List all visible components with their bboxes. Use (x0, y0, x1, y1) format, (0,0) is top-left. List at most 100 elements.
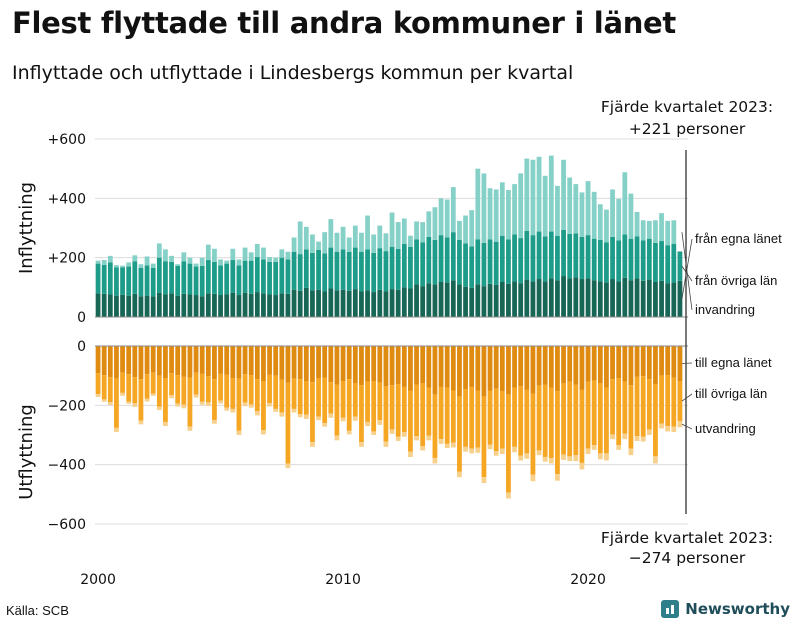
bar-segment-other-counties (279, 257, 285, 294)
bar-segment-immigration (254, 244, 260, 258)
bar-segment-own-county (536, 279, 542, 317)
bar-segment-to-other-counties (383, 386, 389, 442)
bar-segment-other-counties (230, 260, 236, 293)
bar-segment-emigration (659, 423, 664, 429)
bar-segment-to-other-counties (126, 374, 132, 402)
bar-segment-other-counties (101, 264, 107, 294)
series-label: utvandring (695, 421, 756, 436)
bar-segment-emigration (646, 429, 652, 435)
bar-segment-to-own-county (457, 346, 462, 397)
bar-segment-emigration (303, 414, 309, 419)
bar-segment-immigration (224, 260, 230, 264)
bar-segment-to-own-county (273, 346, 279, 376)
bar-segment-immigration (438, 198, 444, 236)
bar-segment-own-county (671, 282, 677, 317)
bar-segment-emigration (414, 436, 419, 441)
bar-segment-to-own-county (150, 346, 156, 373)
bar-segment-to-other-counties (101, 375, 107, 400)
outflow-bars (95, 346, 683, 499)
bar-segment-to-other-counties (512, 387, 517, 447)
bar-segment-to-other-counties (132, 377, 138, 404)
bar-segment-to-other-counties (493, 388, 499, 452)
bar-segment-to-own-county (530, 346, 536, 394)
bar-segment-emigration (267, 402, 272, 407)
bar-segment-immigration (365, 215, 370, 250)
bar-segment-to-other-counties (371, 381, 377, 432)
bar-segment-emigration (218, 400, 223, 404)
bar-segment-own-county (169, 293, 174, 317)
bar-segment-emigration (573, 455, 579, 462)
bar-segment-to-other-counties (420, 383, 426, 447)
bar-segment-own-county (677, 280, 683, 317)
chart-svg: 0 +200 +400 +600 0 −200 −400 −600 2000 2010 2020… (16, 98, 782, 588)
bar-segment-immigration (114, 265, 119, 268)
bar-segment-own-county (524, 279, 530, 317)
bar-segment-to-own-county (248, 346, 254, 376)
bar-segment-immigration (475, 168, 481, 240)
bar-segment-immigration (518, 173, 524, 239)
bar-segment-own-county (561, 276, 566, 317)
bar-segment-immigration (236, 259, 242, 266)
bar-segment-emigration (187, 426, 193, 431)
bar-segment-emigration (548, 458, 554, 464)
bar-segment-emigration (671, 426, 677, 433)
bar-segment-emigration (457, 471, 462, 478)
bar-segment-immigration (230, 248, 236, 261)
bar-segment-own-county (359, 291, 364, 317)
bar-segment-emigration (622, 433, 628, 440)
bar-segment-emigration (371, 431, 377, 435)
bar-segment-other-counties (328, 247, 334, 289)
bar-segment-emigration (493, 451, 499, 456)
bar-segment-to-own-county (628, 346, 634, 386)
bar-segment-to-own-county (432, 346, 438, 395)
bar-segment-to-other-counties (506, 394, 511, 493)
bar-segment-to-own-county (426, 346, 432, 388)
brand-logo: Newsworthy (661, 600, 790, 618)
bar-segment-own-county (518, 283, 524, 317)
bar-segment-to-other-counties (401, 386, 407, 433)
bar-segment-immigration (493, 189, 499, 242)
bar-segment-own-county (101, 293, 107, 317)
bar-segment-other-counties (579, 236, 585, 280)
bar-segment-to-own-county (499, 346, 505, 392)
bar-segment-other-counties (389, 246, 395, 290)
bar-segment-own-county (414, 284, 419, 317)
bar-segment-to-own-county (401, 346, 407, 387)
bar-segment-emigration (616, 445, 622, 450)
bar-segment-emigration (181, 404, 187, 409)
y-tick-label: −400 (48, 458, 86, 474)
bar-segment-to-own-county (450, 346, 456, 391)
bar-segment-to-other-counties (187, 377, 193, 427)
bar-segment-to-own-county (261, 346, 266, 382)
bar-segment-to-own-county (303, 346, 309, 382)
bar-segment-other-counties (273, 261, 279, 296)
bar-segment-emigration (579, 462, 585, 470)
bar-segment-to-own-county (579, 346, 585, 390)
bar-segment-to-other-counties (634, 376, 640, 437)
bar-segment-immigration (579, 192, 585, 237)
bar-segment-to-own-county (297, 346, 303, 380)
bar-segment-other-counties (512, 234, 517, 282)
bar-segment-other-counties (610, 236, 615, 280)
bar-segment-other-counties (604, 242, 609, 283)
bar-segment-to-own-county (561, 346, 566, 384)
bar-segment-to-own-county (230, 346, 236, 379)
series-label: till egna länet (695, 355, 772, 370)
bar-segment-emigration (438, 439, 444, 444)
bar-segment-other-counties (205, 260, 211, 294)
bar-segment-immigration (506, 190, 511, 240)
bar-segment-other-counties (163, 261, 168, 295)
y-tick-label: +600 (48, 132, 86, 148)
bar-segment-other-counties (156, 257, 162, 293)
bar-segment-immigration (610, 189, 615, 237)
bar-segment-to-other-counties (640, 376, 646, 437)
bar-segment-immigration (634, 211, 640, 237)
bar-segment-other-counties (199, 265, 205, 297)
bar-segment-to-other-counties (444, 387, 450, 444)
bar-segment-emigration (610, 434, 615, 440)
bar-segment-to-own-county (205, 346, 211, 377)
bar-segment-to-own-county (640, 346, 646, 377)
bar-segment-to-other-counties (389, 385, 395, 430)
bar-segment-other-counties (261, 259, 266, 294)
bar-segment-own-county (316, 289, 321, 317)
